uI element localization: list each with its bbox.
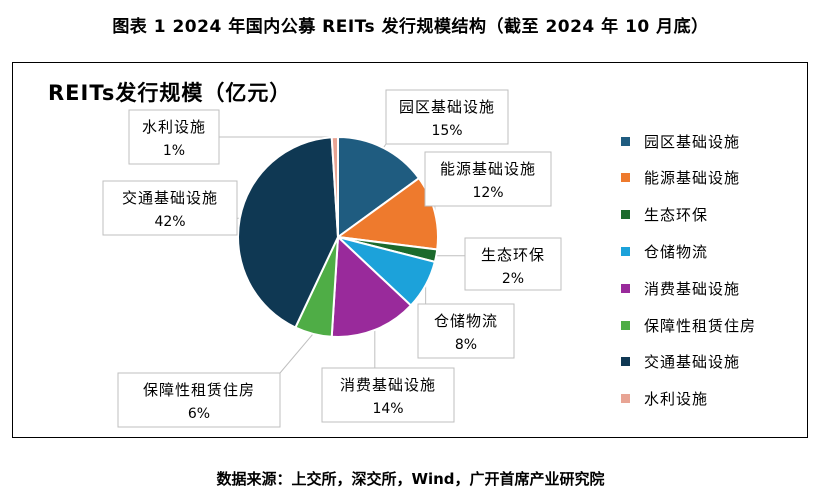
chart-title: REITs发行规模（亿元）: [48, 81, 291, 105]
pie-slice-5: [330, 234, 413, 338]
data-label-value: 15%: [431, 123, 462, 139]
legend-label: 生态环保: [644, 206, 709, 225]
data-label-name: 保障性租赁住房: [143, 381, 255, 399]
legend-item: 交通基础设施: [621, 350, 801, 374]
legend-swatch: [621, 136, 630, 146]
legend-item: 能源基础设施: [621, 166, 801, 190]
legend-item: 园区基础设施: [621, 129, 801, 153]
data-label-value: 12%: [472, 185, 503, 201]
data-callout-box: [102, 180, 238, 236]
pie-slice-8: [330, 135, 339, 238]
legend-swatch: [621, 320, 630, 330]
legend-label: 仓储物流: [644, 243, 709, 262]
data-callout-box: [128, 109, 220, 165]
data-label-value: 1%: [163, 143, 185, 159]
figure-title: 图表 1 2024 年国内公募 REITs 发行规模结构（截至 2024 年 1…: [112, 17, 709, 37]
legend-item: 生态环保: [621, 203, 801, 227]
data-label-name: 园区基础设施: [399, 98, 495, 116]
data-callout-box: [321, 367, 455, 423]
legend-label: 交通基础设施: [644, 353, 741, 372]
data-label-name: 能源基础设施: [440, 160, 536, 178]
data-label-value: 2%: [502, 271, 524, 287]
pie-slice-1: [337, 135, 421, 239]
data-label-name: 生态环保: [481, 246, 545, 264]
legend-swatch: [621, 283, 630, 293]
legend-swatch: [621, 357, 630, 367]
data-label-value: 8%: [455, 337, 477, 353]
chart-frame: [12, 62, 808, 438]
legend-label: 水利设施: [644, 390, 709, 409]
data-label-name: 交通基础设施: [122, 189, 218, 207]
chart-legend: 园区基础设施 能源基础设施 生态环保仓储物流消费基础设施 保障性租赁住房 交通基础设施水…: [621, 129, 801, 423]
pie-slice-7: [237, 136, 340, 329]
pie-slice-2: [335, 176, 439, 251]
legend-item: 仓储物流: [621, 239, 801, 263]
data-callout-box: [464, 237, 562, 291]
pie-slices: [237, 135, 439, 338]
data-label-name: 消费基础设施: [340, 376, 436, 394]
leader-line: [279, 333, 314, 374]
legend-label: 消费基础设施: [644, 279, 741, 298]
legend-label: 能源基础设施: [644, 169, 741, 188]
legend-item: 消费基础设施: [621, 276, 801, 300]
legend-item: 保障性租赁住房: [621, 313, 801, 337]
legend-item: 水利设施: [621, 386, 801, 410]
legend-label: 保障性租赁住房: [644, 316, 757, 335]
data-callout-box: [424, 151, 552, 207]
data-label-value: 42%: [154, 214, 185, 230]
data-label-value: 6%: [188, 406, 210, 422]
legend-swatch: [621, 394, 630, 404]
data-label-name: 仓储物流: [434, 312, 498, 330]
data-callout-box: [117, 372, 281, 428]
data-label-name: 水利设施: [142, 118, 206, 136]
leader-lines: [219, 136, 465, 374]
legend-swatch: [621, 247, 630, 257]
data-callout-box: [385, 89, 509, 145]
legend-label: 园区基础设施: [644, 132, 741, 151]
data-callouts: 园区基础设施 15% 能源基础设施 12% 生态环保 2% 仓储物流 8% 消费基础设施 14% 保…: [102, 89, 562, 428]
data-callout-box: [417, 303, 515, 359]
legend-swatch: [621, 173, 630, 183]
legend-swatch: [621, 210, 630, 220]
source-note: 数据来源：上交所，深交所，Wind，广开首席产业研究院: [216, 470, 605, 488]
data-label-value: 14%: [372, 401, 403, 417]
